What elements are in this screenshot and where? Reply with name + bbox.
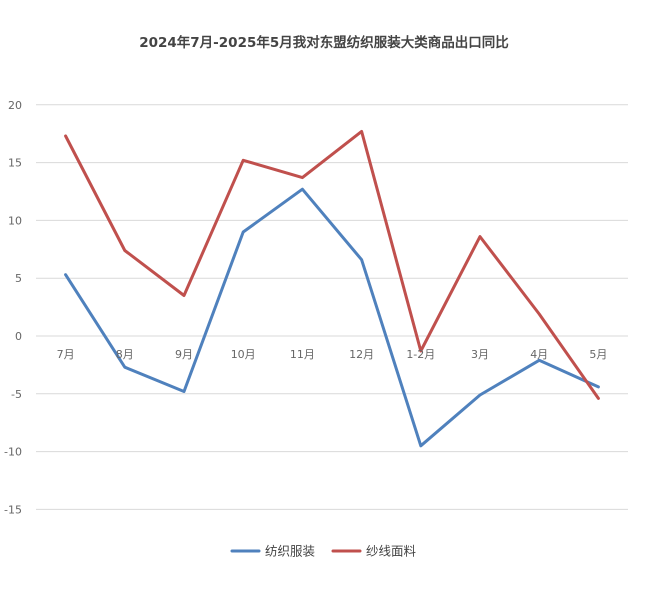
x-tick-label: 8月: [116, 348, 134, 361]
chart-title: 2024年7月-2025年5月我对东盟纺织服装大类商品出口同比: [139, 34, 509, 51]
x-tick-label: 12月: [349, 348, 374, 361]
y-axis-tick-labels: 20 15 10 5 0 -5 -10 -15: [4, 99, 22, 517]
y-tick-label: 0: [15, 330, 22, 343]
x-axis-tick-labels: 7月 8月 9月 10月 11月 12月 1-2月 3月 4月 5月: [57, 348, 608, 361]
y-tick-label: 5: [15, 272, 22, 285]
y-tick-label: 15: [8, 157, 22, 170]
series-lines: [64, 129, 600, 448]
y-tick-label: -10: [4, 446, 22, 459]
series-line-0: [64, 187, 600, 448]
x-tick-label: 7月: [57, 348, 75, 361]
y-tick-label: -5: [11, 388, 22, 401]
gridlines: [36, 104, 628, 510]
x-tick-label: 1-2月: [406, 348, 435, 361]
legend-label: 纺织服装: [265, 544, 315, 559]
series-line-1: [64, 129, 600, 400]
y-tick-label: 10: [8, 214, 22, 227]
x-tick-label: 4月: [530, 348, 548, 361]
x-tick-label: 10月: [231, 348, 256, 361]
y-tick-label: -15: [4, 503, 22, 516]
x-tick-label: 3月: [471, 348, 489, 361]
legend-label: 纱线面料: [366, 544, 417, 559]
x-tick-label: 9月: [175, 348, 193, 361]
legend: 纺织服装 纱线面料: [230, 544, 417, 559]
y-tick-label: 20: [8, 99, 22, 112]
x-tick-label: 11月: [290, 348, 315, 361]
x-tick-label: 5月: [589, 348, 607, 361]
